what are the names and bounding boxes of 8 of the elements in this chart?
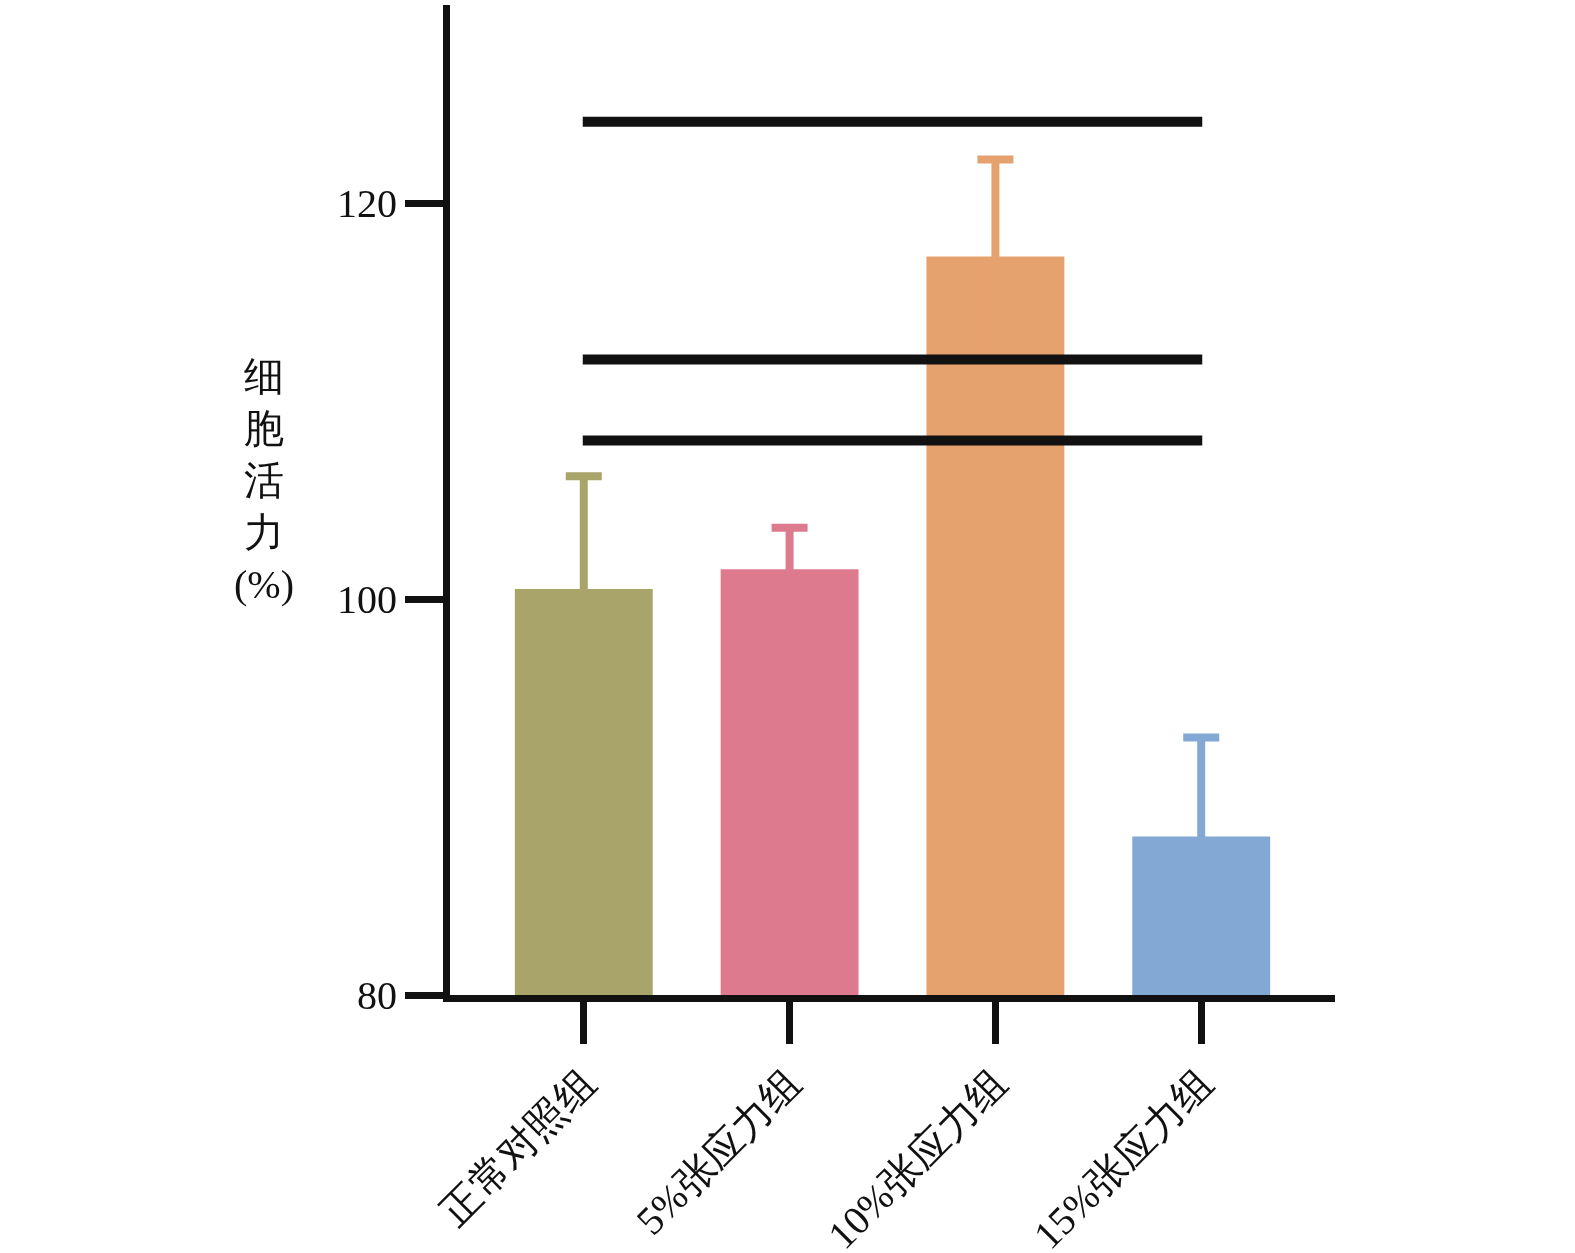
x-tick-label: 正常对照组: [431, 1060, 605, 1234]
x-tick-label: 5%张应力组: [627, 1060, 811, 1244]
x-tick-label: 15%张应力组: [1024, 1060, 1222, 1253]
x-tick-label: 10%张应力组: [819, 1060, 1016, 1253]
y-axis-title: 细胞活力(%): [234, 354, 294, 607]
y-tick-label: 100: [337, 577, 397, 622]
y-tick-label: 120: [337, 181, 397, 226]
y-tick-label: 80: [357, 973, 397, 1018]
